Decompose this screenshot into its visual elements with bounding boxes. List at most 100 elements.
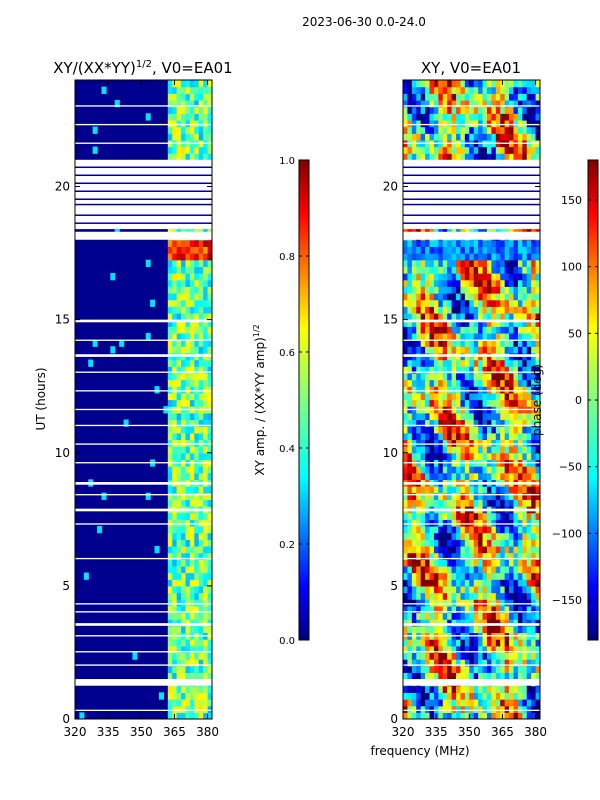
heatmap-cell bbox=[522, 705, 528, 713]
heatmap-cell bbox=[469, 699, 475, 707]
heatmap-cell bbox=[535, 699, 540, 707]
heatmap-cell bbox=[411, 499, 417, 507]
heatmap-cell bbox=[509, 545, 515, 554]
heatmap-cell bbox=[176, 326, 182, 334]
heatmap-cell bbox=[194, 106, 200, 114]
heatmap-cell bbox=[185, 119, 191, 128]
heatmap-cell bbox=[473, 426, 479, 434]
heatmap-cell bbox=[420, 226, 426, 234]
heatmap-cell bbox=[460, 399, 466, 407]
heatmap-cell bbox=[504, 492, 510, 500]
heatmap-cell bbox=[517, 545, 523, 554]
heatmap-cell bbox=[438, 692, 444, 700]
heatmap-cell bbox=[464, 605, 470, 614]
heatmap-cell bbox=[535, 326, 540, 334]
heatmap-cell bbox=[500, 539, 506, 547]
heatmap-cell bbox=[469, 246, 475, 254]
colorbar-tick-label: 50 bbox=[568, 327, 582, 340]
heatmap-cell bbox=[181, 432, 187, 441]
heatmap-cell bbox=[482, 379, 488, 387]
heatmap-cell bbox=[509, 552, 515, 560]
heatmap-cell bbox=[442, 153, 448, 161]
heatmap-cell bbox=[194, 625, 200, 634]
heatmap-cell bbox=[535, 565, 540, 574]
heatmap-cell bbox=[438, 519, 444, 527]
heatmap-cell bbox=[403, 326, 409, 334]
heatmap-cell bbox=[403, 239, 409, 248]
heatmap-cell bbox=[464, 86, 470, 94]
heatmap-cell bbox=[167, 499, 173, 507]
heatmap-cell bbox=[495, 379, 501, 387]
heatmap-cell bbox=[464, 339, 470, 347]
heatmap-cell bbox=[433, 579, 439, 587]
heatmap-cell bbox=[531, 246, 537, 254]
heatmap-cell bbox=[535, 519, 540, 527]
heatmap-cell bbox=[522, 539, 528, 547]
heatmap-cell bbox=[429, 432, 435, 441]
heatmap-cell bbox=[522, 133, 528, 141]
heatmap-cell bbox=[167, 399, 173, 407]
heatmap-cell bbox=[469, 226, 475, 234]
heatmap-cell bbox=[416, 439, 422, 447]
heatmap-cell bbox=[509, 419, 515, 427]
heatmap-cell bbox=[416, 412, 422, 421]
heatmap-cell bbox=[167, 379, 173, 387]
heatmap-cell bbox=[447, 392, 453, 401]
heatmap-cell bbox=[456, 93, 462, 101]
heatmap-cell bbox=[433, 246, 439, 254]
heatmap-cell bbox=[447, 492, 453, 500]
heatmap-cell bbox=[517, 625, 523, 634]
heatmap-cell bbox=[522, 446, 528, 454]
heatmap-cell bbox=[194, 512, 200, 520]
data-row bbox=[75, 222, 212, 224]
heatmap-cell bbox=[447, 146, 453, 154]
heatmap-cell bbox=[433, 392, 439, 401]
heatmap-cell bbox=[495, 712, 501, 719]
heatmap-cell bbox=[198, 625, 204, 634]
amplitude-colorbar-bar bbox=[298, 159, 310, 641]
heatmap-cell bbox=[416, 339, 422, 347]
heatmap-cell bbox=[176, 545, 182, 554]
heatmap-cell bbox=[420, 379, 426, 387]
heatmap-cell bbox=[429, 692, 435, 700]
heatmap-cell bbox=[478, 239, 484, 248]
heatmap-cell bbox=[473, 259, 479, 267]
heatmap-cell bbox=[203, 605, 209, 614]
heatmap-cell bbox=[522, 672, 528, 680]
heatmap-cell bbox=[486, 712, 492, 719]
heatmap-cell bbox=[198, 146, 204, 154]
heatmap-cell bbox=[482, 93, 488, 101]
heatmap-cell bbox=[526, 539, 532, 547]
heatmap-cell bbox=[176, 486, 182, 494]
heatmap-cell bbox=[181, 592, 187, 600]
heatmap-cell bbox=[451, 652, 457, 660]
heatmap-cell bbox=[513, 685, 519, 693]
heatmap-cell bbox=[416, 386, 422, 394]
flagged-row bbox=[403, 443, 540, 445]
heatmap-cell bbox=[500, 665, 506, 674]
heatmap-cell bbox=[403, 133, 409, 141]
heatmap-cell bbox=[416, 273, 422, 281]
heatmap-cell bbox=[451, 645, 457, 654]
heatmap-cell bbox=[429, 399, 435, 407]
heatmap-cell bbox=[425, 133, 431, 141]
heatmap-cell bbox=[411, 119, 417, 128]
heatmap-cell bbox=[478, 286, 484, 294]
heatmap-cell bbox=[403, 273, 409, 281]
heatmap-cell bbox=[189, 652, 195, 660]
heatmap-cell bbox=[478, 625, 484, 634]
heatmap-cell bbox=[411, 386, 417, 394]
heatmap-cell bbox=[500, 146, 506, 154]
heatmap-cell bbox=[491, 399, 497, 407]
heatmap-cell bbox=[194, 452, 200, 461]
heatmap-cell bbox=[429, 486, 435, 494]
heatmap-cell bbox=[189, 545, 195, 554]
heatmap-cell bbox=[447, 286, 453, 294]
heatmap-cell bbox=[176, 532, 182, 540]
heatmap-cell bbox=[464, 253, 470, 261]
heatmap-cell bbox=[447, 93, 453, 101]
heatmap-cell bbox=[403, 639, 409, 647]
heatmap-cell bbox=[460, 339, 466, 347]
heatmap-cell bbox=[403, 312, 409, 321]
